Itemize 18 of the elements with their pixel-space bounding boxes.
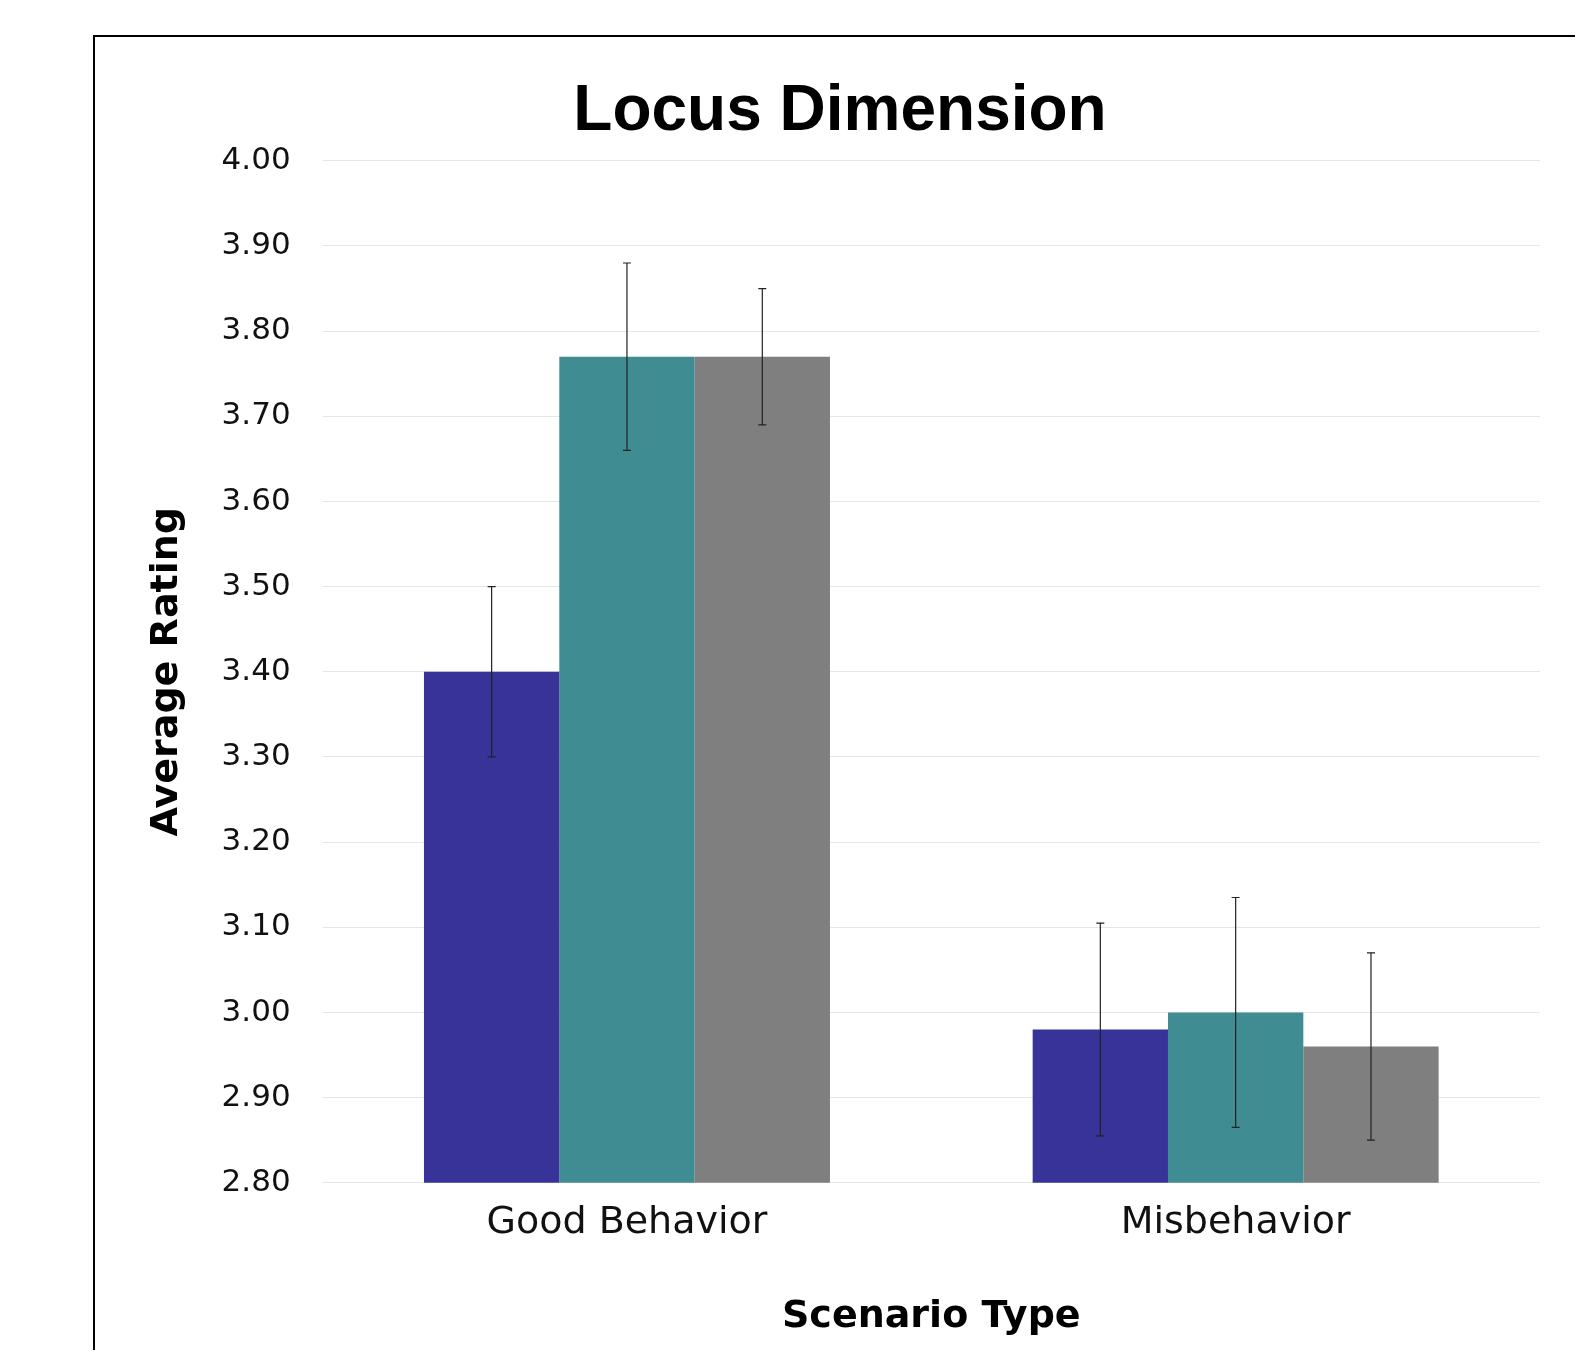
y-tick-label: 2.90	[221, 1076, 291, 1113]
y-tick-label: 3.60	[221, 480, 291, 517]
y-tick-label: 3.70	[221, 395, 291, 432]
y-tick-label: 3.40	[221, 650, 291, 687]
y-tick-label: 3.90	[221, 225, 291, 262]
y-axis-title: Average Rating	[141, 507, 186, 837]
y-tick-label: 3.10	[221, 906, 291, 943]
x-tick-label: Misbehavior	[1120, 1198, 1351, 1243]
y-tick-label: 3.30	[221, 736, 291, 773]
y-tick-label: 3.00	[221, 991, 291, 1028]
y-tick-label: 3.50	[221, 565, 291, 602]
x-tick-label: Good Behavior	[486, 1198, 768, 1243]
y-tick-label: 3.20	[221, 821, 291, 858]
y-tick-label: 2.80	[221, 1161, 291, 1198]
y-tick-label: 3.80	[221, 310, 291, 347]
chart-title: Locus Dimension	[573, 72, 1107, 145]
y-tick-label: 4.00	[221, 139, 291, 176]
x-axis-title: Scenario Type	[782, 1292, 1081, 1337]
